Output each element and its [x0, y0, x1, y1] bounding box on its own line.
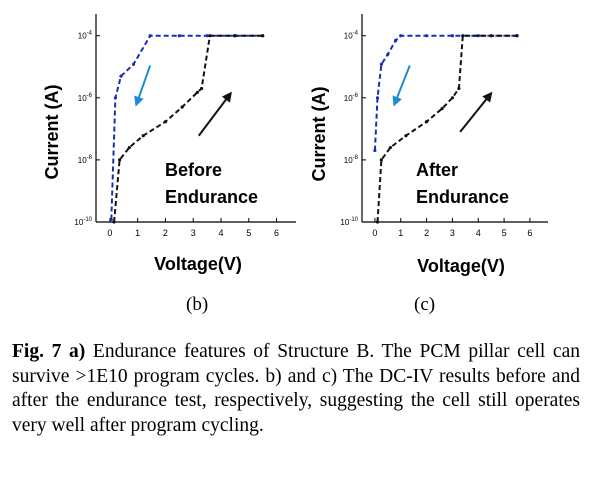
x-tick-label: 6 — [274, 228, 279, 238]
y-axis-label: Current (A) — [42, 85, 62, 180]
panel-label-c: (c) — [414, 294, 436, 315]
data-point — [379, 62, 383, 66]
data-point — [148, 34, 152, 38]
data-point — [195, 90, 199, 94]
figure-caption: Fig. 7 a) Endurance features of Structur… — [12, 340, 580, 438]
series-line-0 — [373, 34, 517, 151]
annotation-text: Endurance — [165, 187, 258, 207]
data-point — [141, 134, 145, 138]
data-point — [375, 220, 380, 224]
x-tick-label: 1 — [135, 228, 140, 238]
trend-arrow — [459, 91, 493, 133]
annotation-text: Endurance — [416, 187, 509, 207]
data-point — [404, 134, 408, 138]
data-point — [131, 62, 136, 66]
data-point — [205, 34, 209, 38]
data-point — [112, 220, 116, 224]
data-point — [119, 74, 123, 78]
y-tick-label: 10-6 — [78, 93, 93, 103]
data-point — [424, 34, 429, 38]
data-point — [393, 38, 398, 43]
y-tick-label: 10-4 — [78, 31, 93, 41]
data-point — [386, 52, 390, 56]
data-point — [450, 96, 455, 100]
data-point — [515, 34, 519, 38]
data-point — [177, 34, 181, 38]
data-point — [127, 145, 131, 150]
chart-panel-c: 0 1 2 3 4 5 6 10-10 10-8 10-6 10-4 Current (A) Volta… — [309, 14, 548, 276]
x-tick-label: 0 — [372, 228, 377, 238]
data-point — [109, 217, 113, 222]
data-point — [424, 120, 429, 124]
data-point — [450, 34, 455, 38]
panel-label-b: (b) — [186, 294, 209, 315]
data-point — [208, 34, 212, 38]
y-tick-label: 10-8 — [344, 155, 359, 165]
x-tick-label: 6 — [527, 228, 532, 238]
series-line-1 — [376, 34, 517, 223]
data-point — [113, 96, 118, 100]
data-point — [118, 158, 122, 162]
x-tick-label: 5 — [502, 228, 507, 238]
annotation-text: Before — [165, 160, 222, 180]
annotation-text: After — [416, 160, 458, 180]
chart-panel-b: 0 1 2 3 4 5 6 10-10 10-8 10-6 10-4 Current (A) Volta… — [42, 14, 296, 274]
x-tick-label: 0 — [107, 228, 112, 238]
caption-fig-label: Fig. 7 a) — [12, 341, 86, 362]
y-tick-label: 10-8 — [78, 155, 93, 165]
data-point — [375, 96, 380, 100]
data-point — [461, 34, 465, 38]
data-point — [440, 106, 444, 111]
data-point — [233, 34, 237, 38]
y-axis-label: Current (A) — [309, 87, 329, 182]
x-axis-label: Voltage(V) — [417, 256, 505, 276]
x-tick-label: 3 — [450, 228, 455, 238]
x-tick-label: 2 — [163, 228, 168, 238]
data-point — [489, 34, 493, 38]
y-tick-label: 10-4 — [344, 31, 359, 41]
data-point — [399, 34, 403, 38]
y-tick-label: 10-6 — [344, 93, 359, 103]
caption-text: Endurance features of Structure B. The P… — [12, 341, 580, 436]
trend-arrow — [197, 91, 232, 137]
data-point — [388, 145, 393, 150]
data-point — [261, 34, 265, 38]
data-point — [163, 120, 168, 124]
data-point — [180, 105, 184, 109]
x-tick-label: 2 — [424, 228, 429, 238]
data-point — [457, 86, 461, 91]
data-point — [199, 86, 204, 91]
x-tick-label: 1 — [398, 228, 403, 238]
data-point — [373, 148, 377, 153]
figure: 0 1 2 3 4 5 6 10-10 10-8 10-6 10-4 Current (A) Volta… — [42, 14, 548, 276]
trend-arrow — [392, 65, 411, 107]
x-tick-label: 3 — [191, 228, 196, 238]
x-tick-label: 4 — [476, 228, 481, 238]
x-tick-label: 4 — [218, 228, 223, 238]
x-tick-label: 5 — [246, 228, 251, 238]
data-point — [379, 158, 383, 162]
y-tick-label: 10-10 — [74, 217, 92, 227]
trend-arrow — [134, 65, 152, 107]
y-tick-label: 10-10 — [340, 217, 358, 227]
x-axis-label: Voltage(V) — [154, 254, 242, 274]
